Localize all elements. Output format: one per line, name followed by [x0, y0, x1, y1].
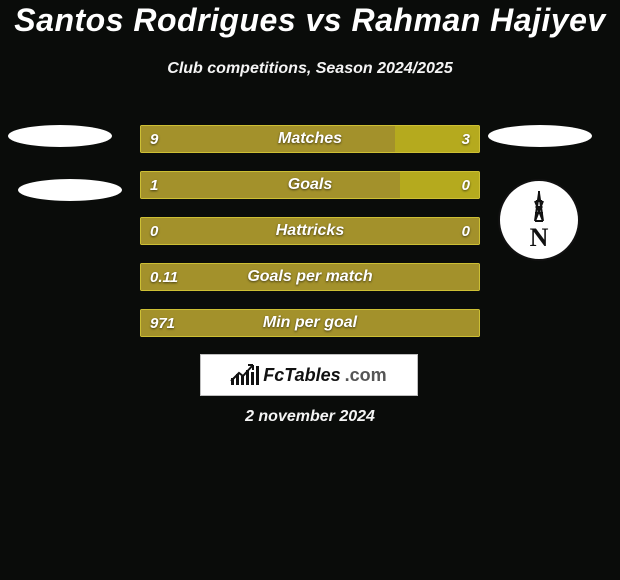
comparison-infographic: Santos Rodrigues vs Rahman Hajiyev Club …	[0, 0, 620, 580]
brand-suffix: .com	[345, 365, 387, 386]
brand-chart-icon	[231, 365, 259, 385]
brand-attribution[interactable]: FcTables.com	[200, 354, 418, 396]
stat-label: Matches	[140, 125, 480, 153]
club-left-avatar	[18, 179, 122, 201]
stats-rows: 93Matches 10Goals 00Hattricks 0.11Goals per…	[140, 125, 480, 355]
stat-row: 00Hattricks	[140, 217, 480, 245]
stat-row: 10Goals	[140, 171, 480, 199]
club-right-badge: N	[498, 179, 580, 261]
stat-label: Min per goal	[140, 309, 480, 337]
oil-derrick-icon	[524, 191, 554, 225]
stat-label: Goals	[140, 171, 480, 199]
club-badge-circle: N	[498, 179, 580, 261]
stat-row: 0.11Goals per match	[140, 263, 480, 291]
stat-row: 93Matches	[140, 125, 480, 153]
date-stamp: 2 november 2024	[0, 408, 620, 426]
stat-label: Hattricks	[140, 217, 480, 245]
stat-label: Goals per match	[140, 263, 480, 291]
subtitle: Club competitions, Season 2024/2025	[0, 60, 620, 78]
club-badge-tower-icon	[500, 191, 578, 225]
club-badge-letter: N	[500, 223, 578, 253]
stat-row: 971Min per goal	[140, 309, 480, 337]
page-title: Santos Rodrigues vs Rahman Hajiyev	[0, 2, 620, 39]
player-left-avatar	[8, 125, 112, 147]
brand-name: FcTables	[263, 365, 340, 386]
player-right-avatar	[488, 125, 592, 147]
brand-arrow-icon	[229, 361, 255, 385]
